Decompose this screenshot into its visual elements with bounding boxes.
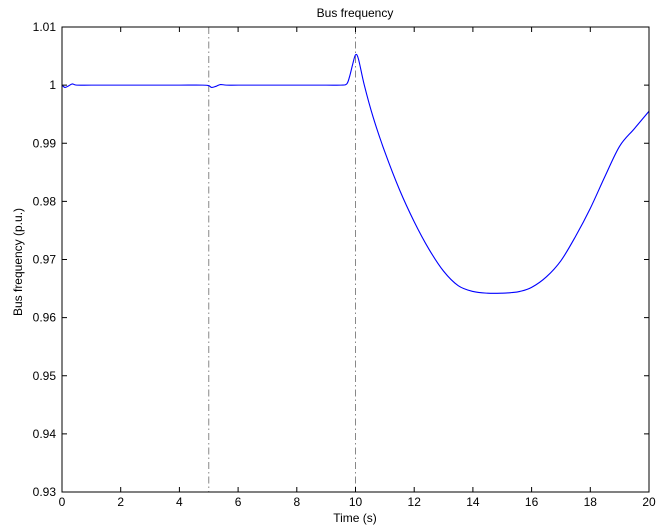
x-tick-label: 8 [293,495,300,509]
y-tick-label: 0.98 [33,194,57,208]
x-tick-label: 4 [176,495,183,509]
x-tick-label: 14 [466,495,480,509]
y-tick-label: 1.01 [33,20,57,34]
x-tick-label: 18 [584,495,598,509]
x-tick-label: 20 [642,495,656,509]
x-tick-label: 10 [349,495,363,509]
x-axis-label: Time (s) [333,511,377,525]
y-tick-label: 0.99 [33,136,57,150]
y-tick-label: 0.96 [33,311,57,325]
chart-title: Bus frequency [317,6,394,20]
x-tick-label: 16 [525,495,539,509]
y-axis-ticks: 0.93 0.94 0.95 0.96 0.97 0.98 0.99 1 1.01 [33,20,649,499]
series-layer [61,53,650,294]
x-tick-label: 0 [59,495,66,509]
y-tick-label: 0.97 [33,253,57,267]
y-tick-label: 0.95 [33,369,57,383]
x-tick-label: 2 [117,495,124,509]
vertical-marker-lines [208,27,356,492]
x-axis-ticks: 0 2 4 6 8 10 12 14 16 18 20 [59,27,656,509]
x-tick-label: 12 [408,495,422,509]
x-tick-label: 6 [235,495,242,509]
y-tick-label: 1 [49,78,56,92]
y-tick-label: 0.93 [33,485,57,499]
series-line-1 [61,53,650,294]
y-axis-label: Bus frequency (p.u.) [11,208,25,316]
y-tick-label: 0.94 [33,427,57,441]
